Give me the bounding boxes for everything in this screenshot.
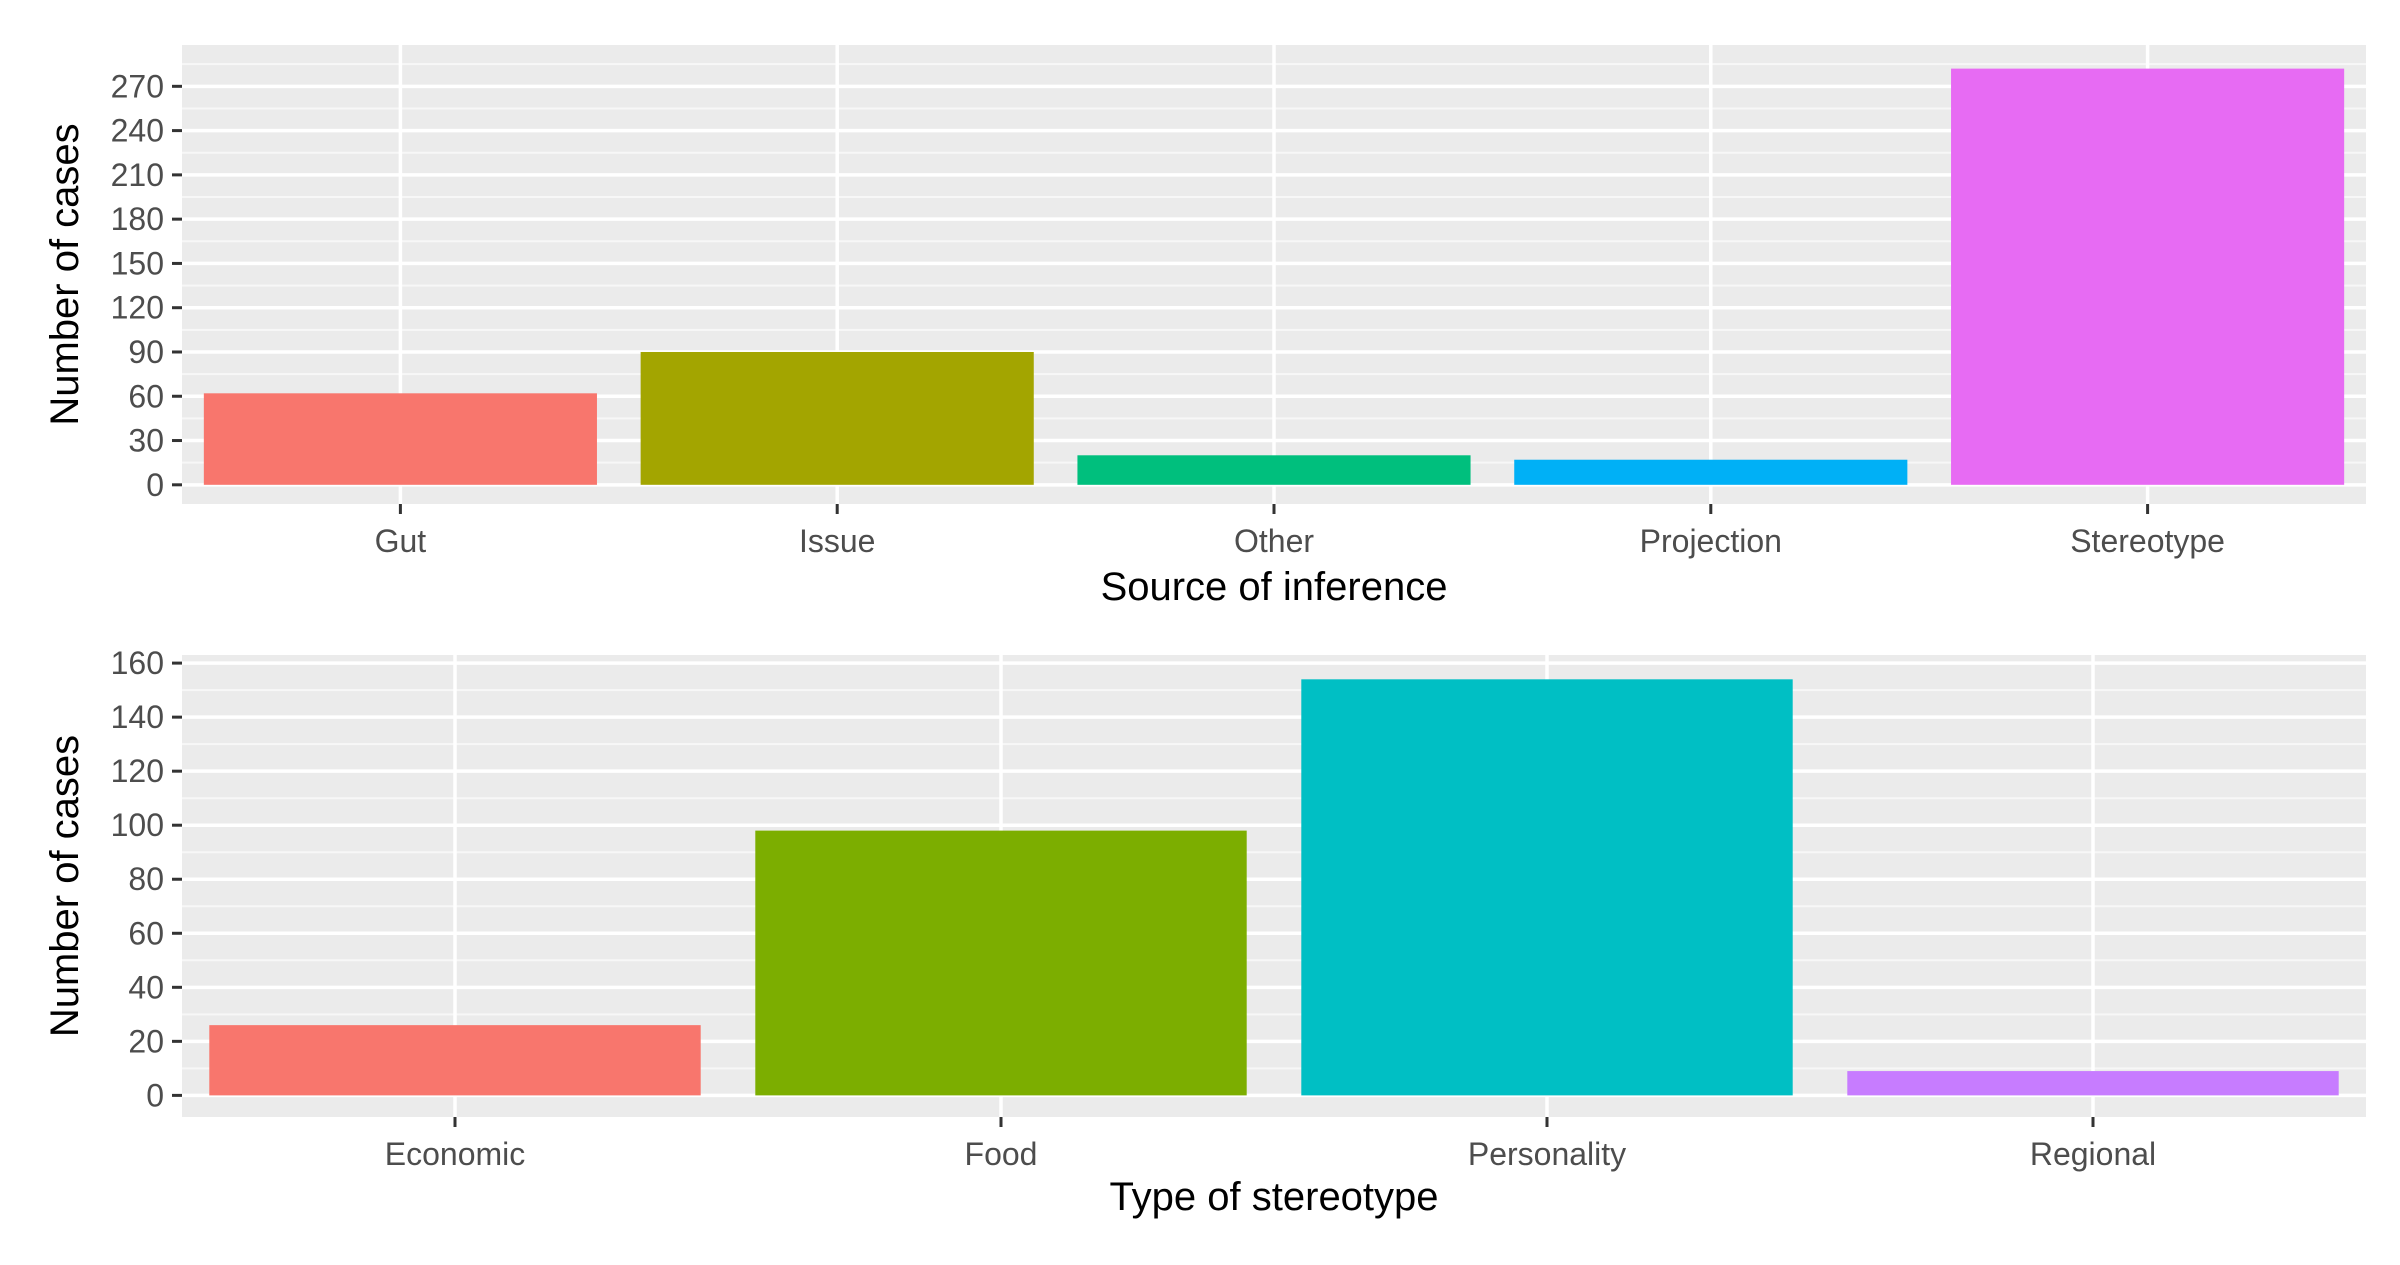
y-axis-title: Number of cases <box>43 735 87 1037</box>
x-tick-label: Stereotype <box>2070 523 2225 559</box>
y-tick-label: 180 <box>111 201 164 237</box>
bar-issue <box>640 351 1034 485</box>
y-tick-label: 90 <box>128 334 164 370</box>
y-tick-label: 240 <box>111 113 164 149</box>
bar-personality <box>1301 679 1793 1096</box>
panel-type-of-stereotype: 0 20 40 60 80 100 120 140 160 Economic Food Persona… <box>43 645 2366 1219</box>
x-tick-label: Personality <box>1468 1136 1626 1172</box>
x-axis-title: Source of inference <box>1101 565 1448 609</box>
x-tick-label: Projection <box>1640 523 1782 559</box>
y-axis-title: Number of cases <box>43 123 87 425</box>
y-tick-label: 140 <box>111 699 164 735</box>
bar-other <box>1077 455 1471 485</box>
y-tick-label: 0 <box>146 467 164 503</box>
y-tick-label: 40 <box>128 969 164 1005</box>
y-tick-label: 100 <box>111 807 164 843</box>
x-tick-label: Food <box>965 1136 1038 1172</box>
y-tick-label: 20 <box>128 1023 164 1059</box>
y-tick-label: 160 <box>111 645 164 681</box>
x-tick-label: Economic <box>385 1136 526 1172</box>
x-tick-label: Gut <box>375 523 427 559</box>
y-tick-label: 210 <box>111 157 164 193</box>
y-tick-label: 30 <box>128 423 164 459</box>
y-tick-label: 60 <box>128 915 164 951</box>
bar-stereotype <box>1951 68 2345 485</box>
x-tick-label: Other <box>1234 523 1314 559</box>
bar-economic <box>209 1025 701 1096</box>
y-tick-label: 270 <box>111 68 164 104</box>
x-tick-label: Regional <box>2030 1136 2156 1172</box>
x-axis-title: Type of stereotype <box>1109 1175 1438 1219</box>
bar-gut <box>203 393 597 485</box>
y-tick-label: 60 <box>128 378 164 414</box>
x-tick-label: Issue <box>799 523 875 559</box>
y-tick-label: 80 <box>128 861 164 897</box>
bar-projection <box>1514 459 1908 485</box>
bar-food <box>755 830 1247 1096</box>
y-tick-label: 0 <box>146 1077 164 1113</box>
y-tick-label: 120 <box>111 290 164 326</box>
y-tick-label: 150 <box>111 245 164 281</box>
panel-source-of-inference: 0 30 60 90 120 150 180 210 240 270 Gut Issue Other Pr… <box>43 45 2366 609</box>
y-tick-label: 120 <box>111 753 164 789</box>
bar-regional <box>1847 1071 2339 1096</box>
